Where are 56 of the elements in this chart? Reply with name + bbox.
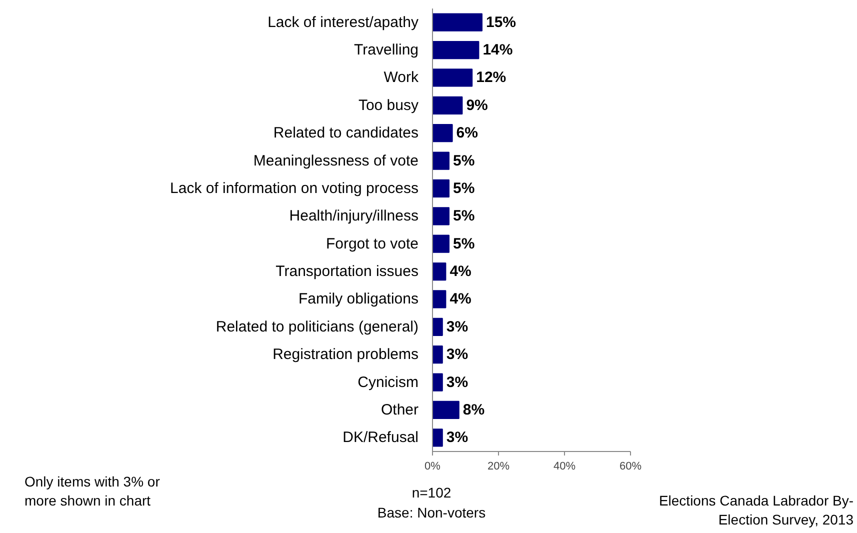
data-label: 3%	[446, 429, 468, 446]
data-label: 5%	[453, 180, 475, 197]
data-label: 8%	[462, 401, 485, 418]
y-tick-label: Lack of interest/apathy	[268, 14, 419, 31]
bar	[432, 373, 443, 392]
bar	[432, 96, 463, 114]
y-tick-label: Family obligations	[298, 290, 419, 308]
bar	[432, 40, 480, 60]
data-label: 4%	[450, 263, 472, 280]
y-tick-label: Lack of information on voting process	[170, 180, 418, 197]
text: Elections Canada Labrador By-Election Survey, 2013	[658, 492, 854, 528]
bar	[432, 290, 446, 308]
data-label: 4%	[450, 290, 472, 308]
bar	[432, 346, 443, 364]
bar	[432, 400, 460, 420]
y-tick-label: Related to politicians (general)	[216, 318, 419, 336]
y-tick-label: DK/Refusal	[342, 429, 419, 446]
data-label: 14%	[482, 42, 513, 59]
data-label: 6%	[456, 124, 478, 142]
bar	[432, 124, 453, 142]
y-tick-label: Work	[384, 69, 419, 86]
text: Base: Non-voters	[377, 504, 486, 520]
text: n=102	[412, 484, 452, 500]
y-tick-label: Registration problems	[272, 346, 419, 364]
bar	[432, 13, 482, 32]
data-label: 15%	[486, 14, 516, 31]
data-label: 5%	[453, 152, 475, 170]
bar	[432, 152, 450, 170]
data-label: 5%	[453, 235, 475, 252]
bar	[432, 428, 443, 447]
x-tick-label: 20%	[487, 460, 510, 472]
bar	[432, 179, 450, 198]
data-label: 5%	[453, 208, 475, 225]
y-tick-label: Other	[380, 401, 419, 418]
y-tick-label: Related to candidates	[273, 124, 419, 142]
text: Only items with 3% or more shown in chart	[24, 474, 160, 508]
bar	[432, 68, 473, 87]
y-tick-label: Meaninglessness of vote	[253, 152, 419, 170]
y-tick-label: Too busy	[358, 96, 419, 114]
bar	[432, 234, 450, 253]
data-label: 3%	[446, 346, 468, 364]
data-label: 12%	[476, 69, 506, 86]
bar	[432, 207, 450, 226]
y-tick-label: Travelling	[354, 42, 418, 59]
bar	[432, 318, 443, 336]
y-tick-label: Transportation issues	[276, 263, 419, 280]
x-tick-label: 40%	[553, 460, 576, 472]
y-tick-label: Cynicism	[358, 374, 419, 391]
x-tick-label: 0%	[424, 460, 441, 472]
data-label: 9%	[466, 96, 488, 114]
x-tick-label: 60%	[619, 460, 642, 472]
data-label: 3%	[446, 374, 468, 391]
data-label: 3%	[446, 318, 468, 336]
y-tick-label: Forgot to vote	[326, 235, 419, 252]
y-tick-label: Health/injury/illness	[289, 208, 419, 225]
bar	[432, 262, 446, 281]
